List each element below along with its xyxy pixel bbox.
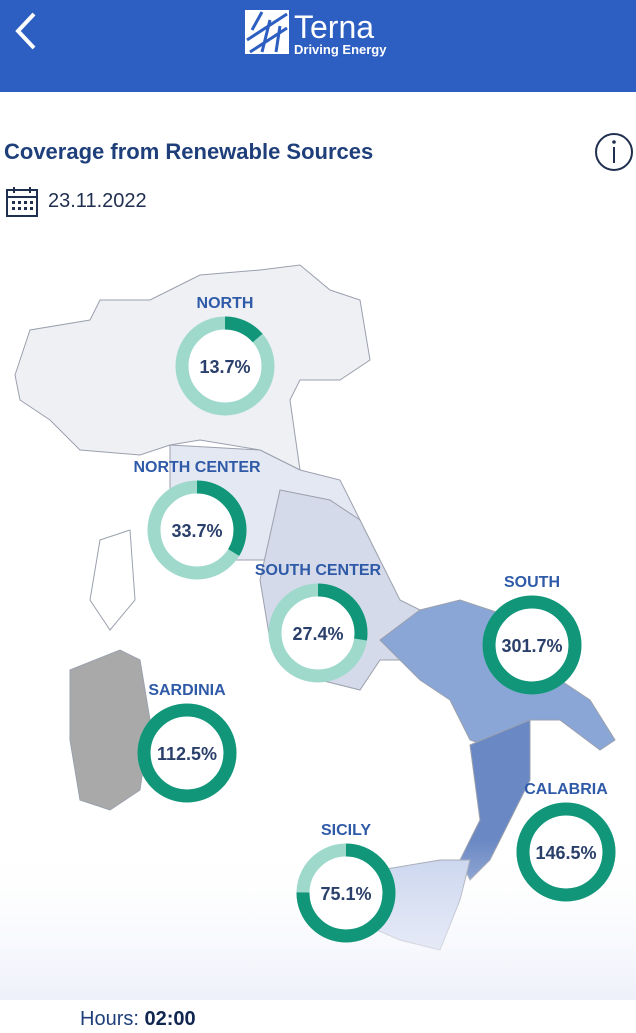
region-name: NORTH CENTER — [133, 459, 261, 476]
logo-mark — [245, 10, 289, 54]
donut-arc — [137, 703, 237, 803]
hours: Hours: 02:00 — [80, 1008, 196, 1031]
calendar-icon[interactable] — [6, 186, 38, 218]
donut-value: 13.7% — [199, 357, 250, 377]
region-name: SARDINIA — [148, 682, 226, 699]
info-button[interactable] — [594, 132, 634, 172]
date: 23.11.2022 — [48, 190, 147, 212]
header-graphics: Terna Driving Energy — [15, 9, 387, 57]
donut-arc — [147, 480, 247, 580]
donut-arc — [296, 843, 396, 943]
donut-value: 301.7% — [501, 636, 562, 656]
donut-arc — [268, 583, 368, 683]
donut-value: 33.7% — [171, 521, 222, 541]
area-corsica — [89, 529, 136, 631]
area-sardinia — [69, 649, 151, 811]
region-name: NORTH — [197, 295, 254, 312]
app-header: Terna Driving Energy — [0, 0, 636, 92]
back-button[interactable] — [15, 12, 36, 50]
donut-value: 146.5% — [535, 843, 596, 863]
donut-arc — [482, 595, 582, 695]
logo-tagline: Driving Energy — [294, 42, 387, 57]
region-name: CALABRIA — [524, 781, 608, 798]
donut-value: 112.5% — [157, 744, 217, 764]
logo-name: Terna — [294, 9, 374, 45]
hours-value: 02:00 — [144, 1008, 196, 1030]
donut-arc — [516, 802, 616, 902]
region-name: SOUTH — [504, 574, 560, 591]
map: 13.7% NORTH 33.7% NORTH CENTER 27.4% SOUTH CE… — [0, 264, 636, 1000]
region-name: SOUTH CENTER — [255, 562, 382, 579]
donut-arc — [175, 316, 275, 416]
donut-value: 27.4% — [292, 624, 343, 644]
hours-label: Hours: — [80, 1008, 139, 1030]
donut-value: 75.1% — [320, 884, 371, 904]
page-title: Coverage from Renewable Sources — [4, 139, 374, 164]
region-name: SICILY — [321, 822, 371, 839]
